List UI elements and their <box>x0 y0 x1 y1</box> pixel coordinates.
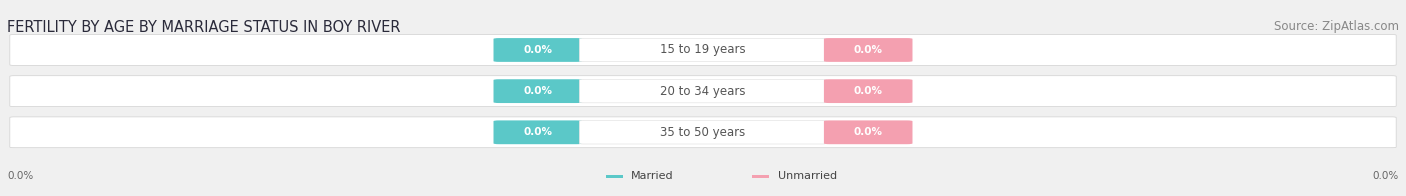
Text: Married: Married <box>631 171 673 181</box>
FancyBboxPatch shape <box>10 117 1396 148</box>
Text: 0.0%: 0.0% <box>523 45 553 55</box>
Text: 0.0%: 0.0% <box>853 127 883 137</box>
Text: 20 to 34 years: 20 to 34 years <box>661 85 745 98</box>
Text: 0.0%: 0.0% <box>853 86 883 96</box>
Text: 0.0%: 0.0% <box>523 86 553 96</box>
FancyBboxPatch shape <box>824 38 912 62</box>
FancyBboxPatch shape <box>494 38 582 62</box>
FancyBboxPatch shape <box>494 79 582 103</box>
Text: 0.0%: 0.0% <box>853 45 883 55</box>
Text: 0.0%: 0.0% <box>1372 171 1399 181</box>
FancyBboxPatch shape <box>10 34 1396 65</box>
Text: 35 to 50 years: 35 to 50 years <box>661 126 745 139</box>
Text: FERTILITY BY AGE BY MARRIAGE STATUS IN BOY RIVER: FERTILITY BY AGE BY MARRIAGE STATUS IN B… <box>7 20 401 35</box>
Text: Source: ZipAtlas.com: Source: ZipAtlas.com <box>1274 20 1399 33</box>
FancyBboxPatch shape <box>579 79 827 103</box>
Text: 0.0%: 0.0% <box>7 171 34 181</box>
FancyBboxPatch shape <box>824 79 912 103</box>
Text: 15 to 19 years: 15 to 19 years <box>661 44 745 56</box>
FancyBboxPatch shape <box>10 76 1396 107</box>
FancyBboxPatch shape <box>606 175 623 178</box>
Text: 0.0%: 0.0% <box>523 127 553 137</box>
FancyBboxPatch shape <box>579 121 827 144</box>
FancyBboxPatch shape <box>579 38 827 62</box>
FancyBboxPatch shape <box>494 120 582 144</box>
FancyBboxPatch shape <box>824 120 912 144</box>
Text: Unmarried: Unmarried <box>778 171 837 181</box>
FancyBboxPatch shape <box>752 175 769 178</box>
